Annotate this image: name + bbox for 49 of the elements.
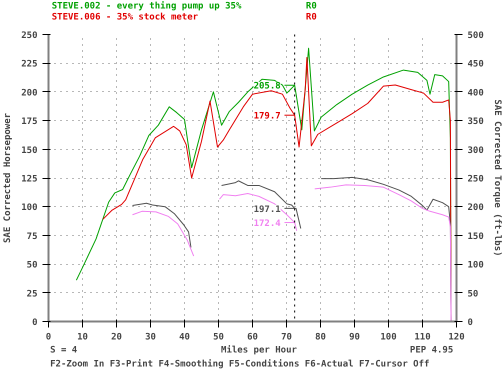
- data-label: 205.8: [254, 82, 281, 92]
- y2-tick-label: 500: [468, 31, 484, 41]
- x-tick-label: 90: [349, 332, 360, 342]
- x-tick-label: 10: [77, 332, 88, 342]
- text: S = 4: [50, 346, 78, 356]
- y-tick-label: 125: [21, 174, 38, 184]
- x-tick-label: 70: [281, 332, 292, 342]
- y2-tick-label: 450: [468, 60, 484, 70]
- y2-axis-title: SAE Corrected Torque (ft-lbs): [492, 99, 502, 257]
- y-tick-label: 0: [32, 318, 38, 328]
- y-tick-label: 200: [21, 88, 38, 98]
- x-tick-label: 30: [145, 332, 156, 342]
- data-label: 197.1: [254, 204, 281, 215]
- data-label: 179.7: [254, 112, 281, 122]
- y2-tick-label: 150: [468, 232, 484, 242]
- y-tick-label: 150: [21, 146, 38, 156]
- y2-tick-label: 250: [468, 174, 484, 184]
- y2-tick-label: 350: [468, 117, 484, 128]
- text: R0: [306, 2, 317, 12]
- text: STEVE.002 - every thing pump up 35%: [52, 0, 242, 12]
- y-axis-title: SAE Corrected Horsepower: [3, 112, 14, 244]
- y-tick-label: 100: [21, 203, 38, 214]
- text: F2-Zoom In F3-Print F4-Smoothing F5-Conditions F6-Actual F7-Cursor Off: [50, 358, 430, 370]
- x-tick-label: 50: [213, 332, 224, 342]
- y2-tick-label: 0: [468, 318, 473, 328]
- data-label: 172.4: [254, 219, 282, 230]
- y2-tick-label: 400: [468, 88, 484, 98]
- text: R0: [306, 12, 317, 22]
- y-tick-label: 25: [26, 289, 38, 300]
- y2-tick-label: 300: [468, 146, 484, 156]
- y2-tick-label: 100: [468, 260, 484, 271]
- y2-tick-label: 50: [468, 289, 478, 300]
- x-axis-title: Miles per Hour: [221, 344, 298, 356]
- x-tick-label: 110: [414, 332, 431, 342]
- x-tick-label: 60: [247, 332, 258, 342]
- text: STEVE.006 - 35% stock meter: [52, 12, 199, 22]
- y-tick-label: 75: [26, 232, 38, 242]
- x-tick-label: 80: [315, 332, 326, 342]
- x-tick-label: 0: [46, 332, 52, 342]
- x-tick-label: 40: [179, 332, 190, 342]
- x-tick-label: 100: [380, 332, 397, 342]
- x-tick-label: 120: [448, 332, 465, 342]
- y-tick-label: 250: [21, 31, 38, 41]
- text: PEP 4.95: [410, 346, 454, 356]
- y-tick-label: 225: [21, 60, 38, 70]
- y-tick-label: 50: [26, 260, 38, 271]
- y-tick-label: 175: [21, 117, 38, 128]
- y2-tick-label: 200: [468, 203, 484, 214]
- x-tick-label: 20: [111, 332, 122, 342]
